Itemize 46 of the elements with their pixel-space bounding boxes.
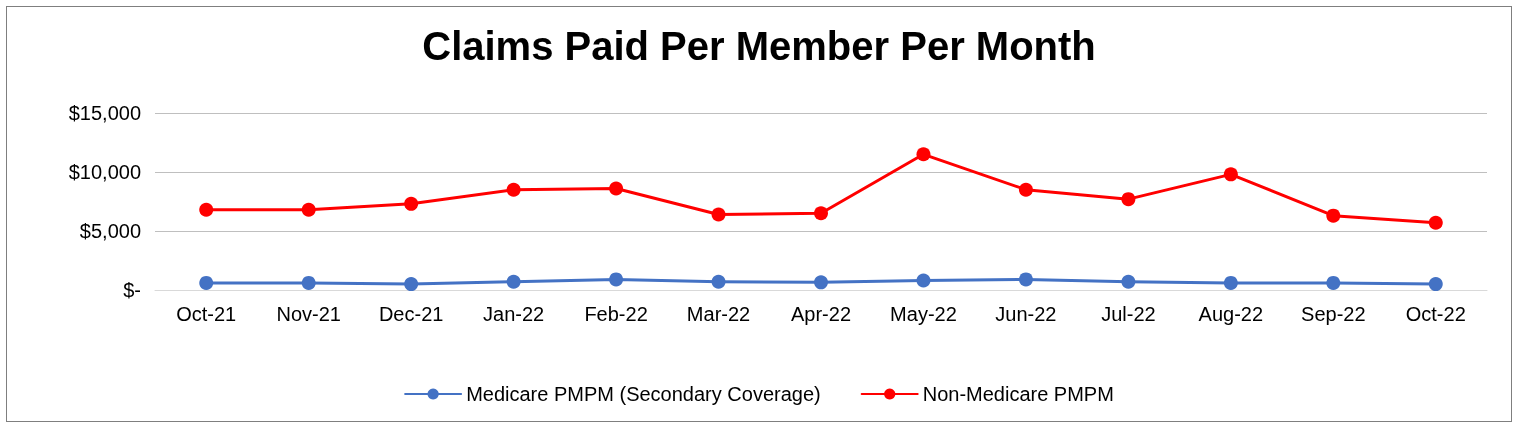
x-tick-label: Feb-22 [584, 303, 648, 325]
y-tick-label: $10,000 [68, 161, 141, 183]
x-tick-label: Sep-22 [1301, 303, 1366, 325]
x-tick-label: Oct-22 [1405, 303, 1466, 325]
point [301, 275, 316, 290]
x-tick-label: Aug-22 [1198, 303, 1264, 325]
point [1018, 182, 1033, 197]
y-tick-label: $5,000 [79, 220, 141, 242]
y-tick-label: $- [123, 279, 141, 301]
chart-title: Claims Paid Per Member Per Month [422, 24, 1096, 68]
point [814, 206, 828, 221]
point [404, 277, 419, 292]
x-tick-label: Oct-21 [176, 303, 237, 325]
point [916, 273, 931, 288]
point [711, 207, 726, 222]
point [1428, 215, 1443, 230]
point [1121, 192, 1136, 207]
point [1223, 275, 1238, 290]
point [1326, 208, 1341, 223]
point [506, 274, 521, 289]
point [1428, 277, 1443, 292]
x-tick-label: Jul-22 [1101, 303, 1156, 325]
x-tick-label: Jun-22 [995, 303, 1057, 325]
point [609, 181, 624, 196]
y-tick-label: $15,000 [68, 102, 141, 124]
x-tick-label: Nov-21 [276, 303, 341, 325]
legend-label: Non-Medicare PMPM [922, 383, 1114, 405]
point [199, 202, 214, 217]
legend-label: Medicare PMPM (Secondary Coverage) [466, 383, 821, 405]
point [1121, 274, 1136, 289]
point [1223, 167, 1238, 182]
point [1018, 272, 1033, 287]
point [404, 196, 419, 211]
point [711, 274, 726, 289]
x-tick-label: Jan-22 [483, 303, 545, 325]
point [916, 147, 931, 162]
x-tick-label: Apr-22 [790, 303, 852, 325]
point [506, 182, 521, 197]
point [1326, 275, 1341, 290]
point [814, 275, 828, 290]
point [609, 272, 624, 287]
x-tick-label: Dec-21 [378, 303, 444, 325]
x-tick-label: Mar-22 [686, 303, 751, 325]
point [199, 275, 214, 290]
point [301, 202, 316, 217]
x-tick-label: May-22 [890, 303, 957, 325]
